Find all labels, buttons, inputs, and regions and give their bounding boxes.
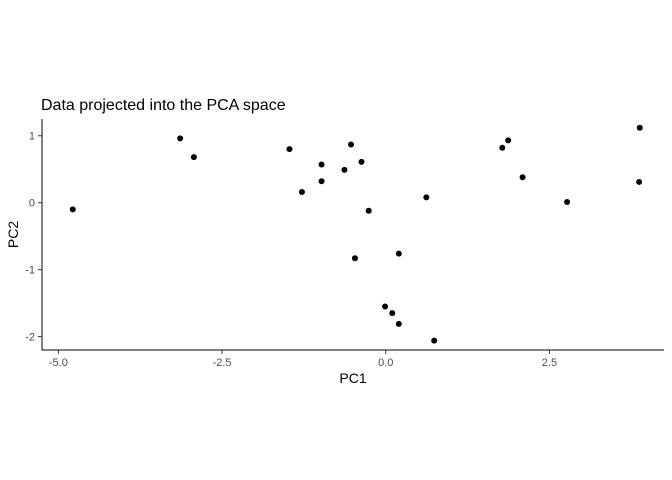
data-point <box>395 320 402 327</box>
x-tick-label: 2.5 <box>542 357 557 369</box>
x-tick-label: -2.5 <box>213 357 232 369</box>
data-point <box>431 337 438 344</box>
data-point <box>190 154 197 161</box>
data-point <box>318 178 325 185</box>
plot-area <box>69 124 643 344</box>
data-point <box>348 141 355 148</box>
data-point <box>636 178 643 185</box>
data-point <box>636 124 643 131</box>
y-axis-ticks: -2 -1 0 1 <box>25 131 42 344</box>
data-point <box>298 188 305 195</box>
data-point <box>395 250 402 257</box>
data-point <box>423 194 430 201</box>
data-point <box>286 146 293 153</box>
data-point <box>519 174 526 181</box>
data-point <box>499 144 506 151</box>
y-tick-label: -2 <box>25 332 35 344</box>
data-point <box>564 199 571 206</box>
chart-title: Data projected into the PCA space <box>41 97 286 114</box>
y-tick-label: 0 <box>29 198 35 210</box>
x-axis-title: PC1 <box>339 370 366 386</box>
data-point <box>389 310 396 317</box>
data-point <box>69 206 76 213</box>
y-tick-label: -1 <box>25 265 35 277</box>
data-point <box>341 166 348 173</box>
y-tick-label: 1 <box>29 131 35 143</box>
data-point <box>382 303 389 310</box>
data-point <box>365 207 372 214</box>
data-point <box>505 137 512 144</box>
x-tick-label: -5.0 <box>49 357 68 369</box>
data-point <box>177 135 184 142</box>
y-axis-title: PC2 <box>5 221 21 248</box>
x-tick-label: 0.0 <box>378 357 393 369</box>
data-point <box>318 161 325 168</box>
data-point <box>351 255 358 262</box>
x-axis-ticks: -5.0 -2.5 0.0 2.5 <box>49 350 557 369</box>
data-point <box>358 158 365 165</box>
